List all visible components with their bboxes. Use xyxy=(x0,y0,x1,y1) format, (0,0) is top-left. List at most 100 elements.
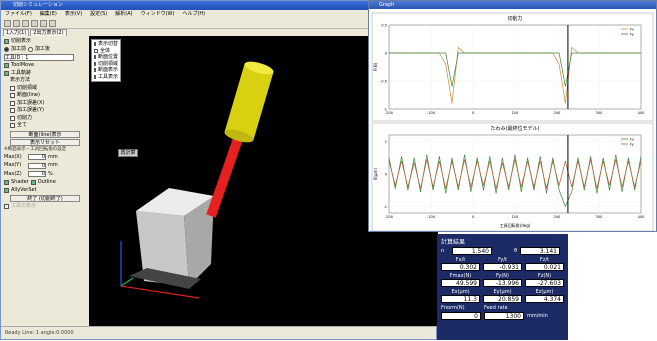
value-box: 0.302 xyxy=(441,263,480,271)
legend-label: Fy xyxy=(630,142,634,146)
overlay-box[interactable] xyxy=(94,49,98,53)
value-box: 20.859 xyxy=(483,295,522,303)
axis-y xyxy=(121,278,133,286)
x-tick-label: 400 xyxy=(638,215,645,219)
y-axis-label: δ(μm) xyxy=(373,168,378,180)
checkbox-label: AllyVerSet xyxy=(11,187,37,195)
x-tick-label: 200 xyxy=(554,215,561,219)
overlay-box[interactable] xyxy=(94,75,96,79)
overlay-box[interactable] xyxy=(94,55,96,59)
tabs: 1入力(1)2出力表示(2) xyxy=(3,29,67,36)
option-row: 加工誤差(Y) xyxy=(4,107,86,115)
option-row: 切削力 xyxy=(4,115,86,123)
option-box[interactable] xyxy=(10,108,15,113)
menu-item[interactable]: ヘルプ(H) xyxy=(182,10,205,19)
option-box[interactable] xyxy=(10,116,15,121)
screen: 切削シミュレーション ファイル(F)編集(E)表示(V)設定(S)解析(A)ウィ… xyxy=(0,0,657,340)
tool-button[interactable] xyxy=(22,20,29,27)
input[interactable]: 0 xyxy=(28,154,46,160)
checkbox[interactable] xyxy=(4,188,9,193)
menu-item[interactable]: 設定(S) xyxy=(90,10,107,19)
legend-label: Fx xyxy=(630,27,634,31)
title-bar: Graph xyxy=(369,1,656,9)
y-tick-label: 0 xyxy=(385,172,387,176)
value-box: 49.599 xyxy=(441,279,480,287)
note: ※断面表示・工具回転角の設定 xyxy=(4,147,86,153)
x-tick-label: 300 xyxy=(596,111,603,115)
menu-item[interactable]: 表示(V) xyxy=(65,10,82,19)
x-tick-label: 0 xyxy=(472,111,474,115)
checkbox[interactable] xyxy=(4,71,9,76)
tool-button[interactable] xyxy=(40,20,47,27)
menu-item[interactable]: 解析(A) xyxy=(115,10,132,19)
option-box[interactable] xyxy=(10,93,15,98)
tool-button[interactable] xyxy=(13,20,20,27)
overlay-box[interactable] xyxy=(94,62,96,66)
input[interactable]: 0 xyxy=(28,171,46,177)
tool-button[interactable] xyxy=(4,20,11,27)
option-box[interactable] xyxy=(10,101,15,106)
input[interactable]: 0 xyxy=(28,163,46,169)
label: Feed rate xyxy=(484,305,524,311)
checkbox[interactable] xyxy=(4,63,9,68)
window-title: Graph xyxy=(379,2,394,8)
checkbox[interactable] xyxy=(4,204,9,209)
unit: mm xyxy=(48,162,58,170)
tool-button[interactable] xyxy=(31,20,38,27)
tool-button[interactable] xyxy=(49,20,56,27)
check-row: ShaderOutline xyxy=(4,179,86,187)
chart-title: たわみ(最終位モデル) xyxy=(491,125,540,132)
x-tick-label: 300 xyxy=(596,215,603,219)
input-label: Max(X) xyxy=(4,154,26,162)
checkbox-row: 工具軌跡 xyxy=(4,70,86,78)
menu-item[interactable]: ウィンドウ(W) xyxy=(141,10,175,19)
overlay-box[interactable] xyxy=(94,68,96,72)
radio[interactable] xyxy=(28,47,33,52)
overlay-label: 工具表示 xyxy=(98,74,118,81)
chart-title: 切削力 xyxy=(507,15,522,22)
x-tick-label: 0 xyxy=(472,215,474,219)
unit: mm xyxy=(48,154,58,162)
x-tick-label: 400 xyxy=(638,111,645,115)
menu-item[interactable]: ファイル(F) xyxy=(5,10,32,19)
option-label: 断面(line) xyxy=(17,92,40,100)
check-row: 工具の表示 xyxy=(4,203,86,211)
radio-row: 加工前加工後 xyxy=(4,46,86,54)
checkbox[interactable] xyxy=(4,180,9,185)
x-tick-label: 100 xyxy=(512,215,519,219)
select[interactable]: 工具ID : 1 xyxy=(4,54,74,61)
option-box[interactable] xyxy=(10,123,15,128)
checkbox[interactable] xyxy=(4,39,9,44)
checkbox[interactable] xyxy=(31,180,36,185)
y-tick-label: 0 xyxy=(385,51,387,55)
button[interactable]: 断面(line)表示 xyxy=(10,131,80,138)
checkbox-label: 工具の表示 xyxy=(11,203,36,211)
x-tick-label: -200 xyxy=(385,111,393,115)
unit: % xyxy=(48,171,53,179)
menu-item[interactable]: 編集(E) xyxy=(40,10,57,19)
unit: mm/min xyxy=(527,313,548,319)
button[interactable]: 終了 (切削終了) xyxy=(10,195,80,202)
value-box: 3.141 xyxy=(520,247,560,255)
option-row: 切削領域 xyxy=(4,85,86,93)
tool-shank xyxy=(206,134,243,217)
recalc-button[interactable]: 再計算 xyxy=(118,149,138,157)
label: Fnorm(N) xyxy=(441,305,481,311)
tab[interactable]: 2出力表示(2) xyxy=(30,29,66,36)
tab[interactable]: 1入力(1) xyxy=(3,29,29,36)
option-box[interactable] xyxy=(10,86,15,91)
overlay-box[interactable] xyxy=(94,42,96,46)
radio[interactable] xyxy=(4,47,9,52)
checkbox-label: Shader xyxy=(11,179,29,187)
option-label: 加工誤差(Y) xyxy=(17,107,44,115)
option-label: 加工誤差(X) xyxy=(17,100,44,108)
x-tick-label: -200 xyxy=(385,215,393,219)
value-row: 49.599-13.996-27.603 xyxy=(441,279,564,288)
chart-frame xyxy=(372,13,653,121)
panel-title: 計算結果 xyxy=(441,237,564,246)
button[interactable]: 表示リセット xyxy=(10,139,80,146)
group-title: 表示方法 xyxy=(4,77,86,85)
x-axis-label: 工具回転角(deg) xyxy=(500,222,531,228)
